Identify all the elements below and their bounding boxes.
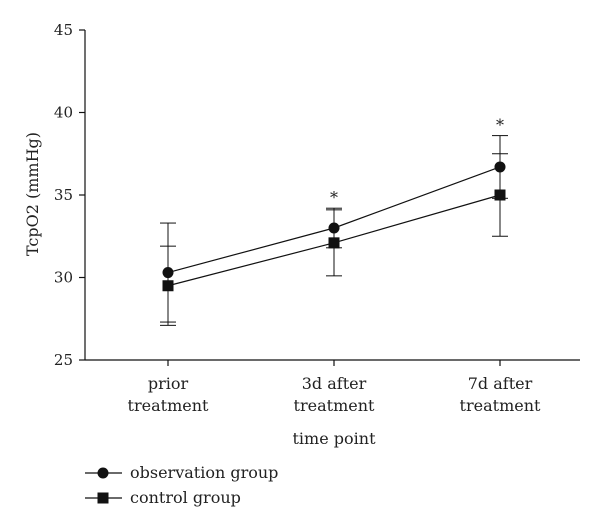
x-tick-label: treatment xyxy=(294,396,375,415)
legend-item: observation group xyxy=(85,463,278,482)
y-tick-label: 40 xyxy=(54,104,73,122)
legend-label: control group xyxy=(130,488,241,507)
y-axis-title: TcpO2 (mmHg) xyxy=(23,132,42,256)
x-tick-label: treatment xyxy=(128,396,209,415)
legend-marker xyxy=(97,467,109,479)
legend: observation group control group xyxy=(85,463,278,507)
legend-label: observation group xyxy=(130,463,278,482)
x-tick-label: 7d after xyxy=(468,374,533,393)
y-tick-label: 25 xyxy=(54,351,73,369)
significance-marker: * xyxy=(330,188,338,207)
x-tick-label: 3d after xyxy=(302,374,367,393)
x-tick-label: treatment xyxy=(460,396,541,415)
y-tick-label: 45 xyxy=(54,21,73,39)
data-point xyxy=(162,280,174,292)
axes: 25 30 35 40 45 prior treatment 3d after treatmen… xyxy=(54,21,580,415)
legend-item: control group xyxy=(85,488,241,507)
data-point xyxy=(494,189,506,201)
legend-marker xyxy=(97,492,109,504)
significance-marker: * xyxy=(496,116,504,135)
data-point xyxy=(328,237,340,249)
series-control xyxy=(160,153,508,326)
y-tick-label: 35 xyxy=(54,186,73,204)
x-axis-title: time point xyxy=(293,429,377,448)
series-layer: ** xyxy=(160,116,508,326)
y-tick-label: 30 xyxy=(54,269,73,287)
x-tick-label: prior xyxy=(148,374,189,393)
